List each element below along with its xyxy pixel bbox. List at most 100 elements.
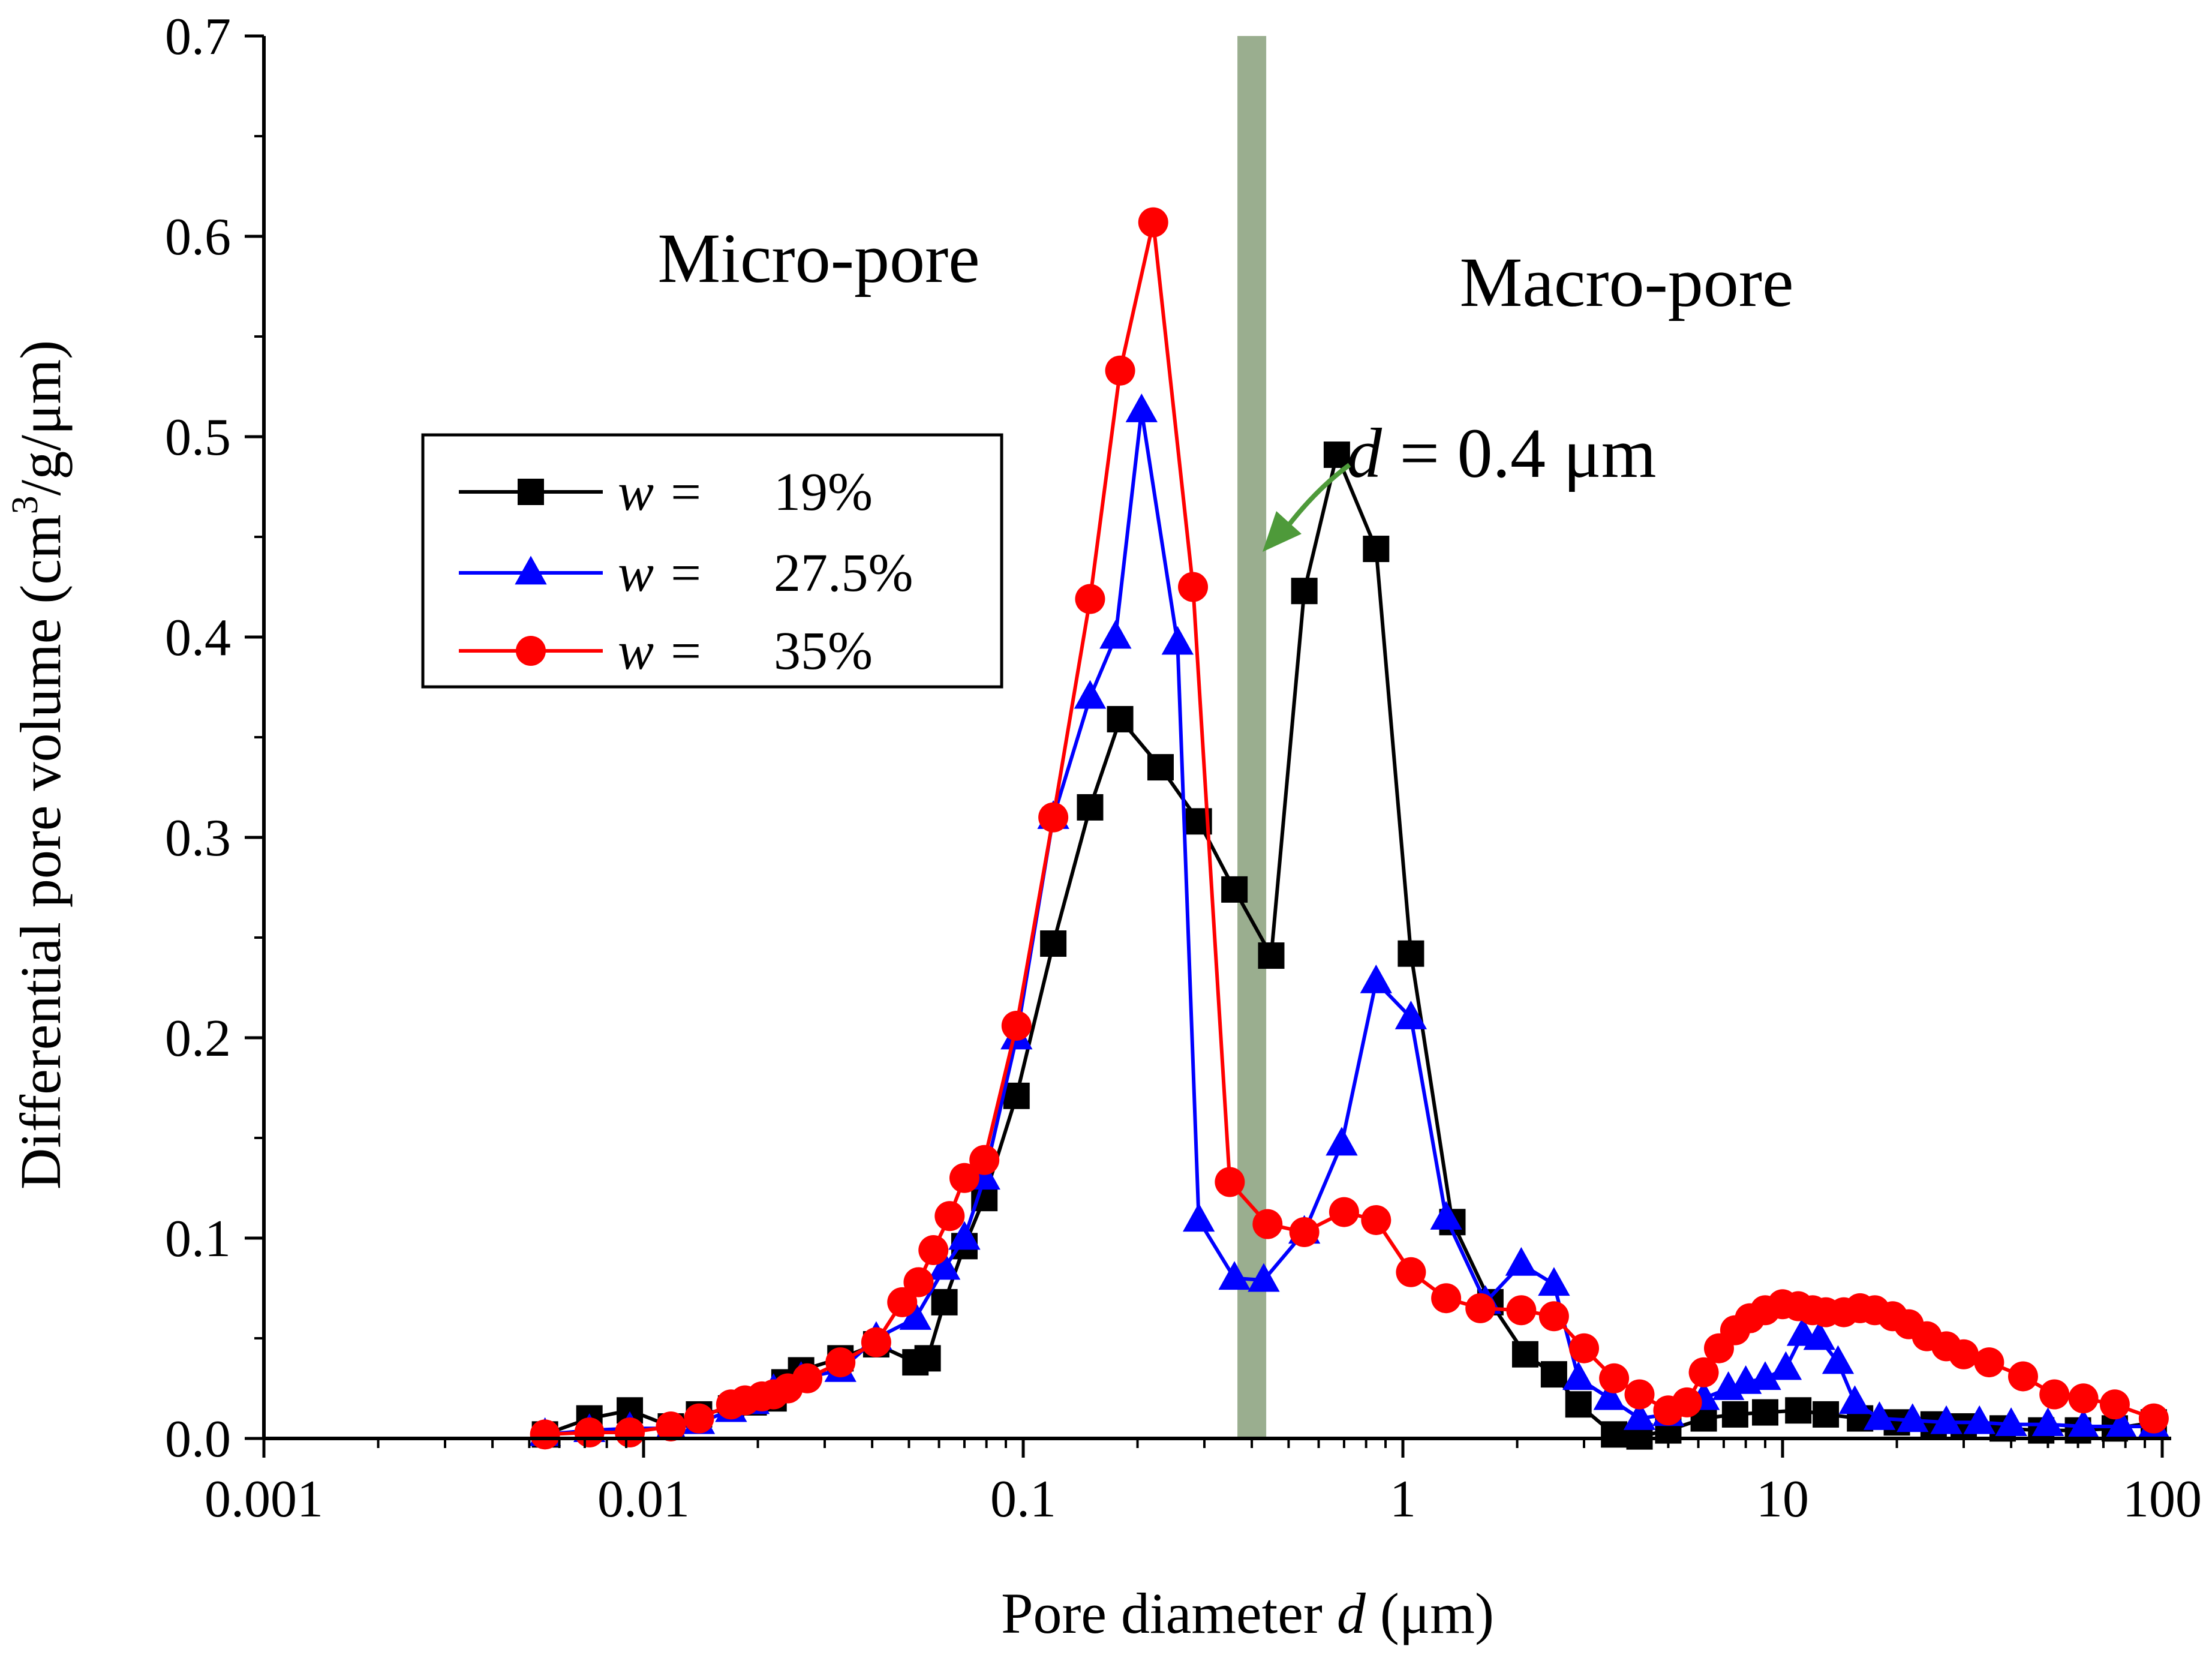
data-point — [1623, 1401, 1656, 1430]
data-point — [1813, 1401, 1840, 1428]
y-tick-label: 0.0 — [165, 1410, 231, 1468]
data-point — [1360, 964, 1393, 993]
x-tick-label: 10 — [1756, 1470, 1809, 1528]
data-point — [1963, 1405, 1995, 1434]
y-tick-label: 0.2 — [165, 1010, 231, 1068]
x-tick-label: 1 — [1390, 1470, 1416, 1528]
data-point — [1995, 1407, 2027, 1436]
y-tick-label: 0.3 — [165, 809, 231, 867]
boundary-value-label: d = 0.4 μm — [1347, 414, 1657, 492]
legend: w = 19% w = 27.5% w = 35% — [421, 433, 1003, 689]
boundary-arrow-head — [1263, 511, 1302, 552]
data-point — [1430, 1201, 1462, 1230]
data-point — [1326, 1127, 1358, 1156]
data-point — [1218, 1261, 1251, 1290]
data-point — [934, 1201, 965, 1232]
data-point — [1540, 1361, 1567, 1388]
data-point — [1505, 1246, 1538, 1276]
legend-prefix: w = — [618, 621, 704, 681]
x-axis-title-suffix: (μm) — [1366, 1581, 1494, 1645]
data-point — [1721, 1401, 1748, 1428]
data-point — [1396, 1257, 1426, 1287]
data-point — [1803, 1321, 1836, 1350]
data-point — [574, 1417, 605, 1447]
data-point — [1105, 355, 1135, 386]
data-point — [1511, 1341, 1538, 1368]
data-point — [1125, 394, 1158, 422]
data-point — [1593, 1381, 1626, 1410]
data-point — [887, 1287, 918, 1317]
data-point — [1930, 1405, 1962, 1434]
data-point — [1215, 1167, 1245, 1197]
data-point — [1363, 536, 1390, 563]
x-tick-label: 100 — [2123, 1470, 2202, 1528]
data-point — [2067, 1409, 2100, 1438]
data-point — [1099, 620, 1132, 649]
macro-pore-label: Macro-pore — [1460, 243, 1794, 322]
data-point — [2031, 1407, 2064, 1436]
data-point — [1394, 1001, 1427, 1029]
data-point — [615, 1417, 645, 1447]
y-tick-label: 0.7 — [165, 8, 231, 66]
x-axis-title-var: d — [1337, 1581, 1366, 1645]
y-tick-label: 0.4 — [165, 609, 231, 667]
legend-label: 35% — [774, 621, 873, 681]
boundary-value-var: d — [1347, 414, 1382, 492]
data-point — [969, 1145, 1000, 1175]
y-tick-label: 0.5 — [165, 409, 231, 467]
data-point — [1822, 1345, 1855, 1374]
data-point — [899, 1301, 931, 1330]
data-point — [948, 1221, 981, 1250]
data-point — [530, 1419, 560, 1450]
data-point — [1075, 584, 1105, 614]
data-point — [1506, 1295, 1537, 1326]
data-point — [903, 1267, 934, 1297]
legend-prefix: w = — [618, 462, 704, 522]
data-point — [1599, 1363, 1630, 1393]
data-point — [1323, 441, 1350, 468]
data-point — [1258, 942, 1285, 969]
data-point — [1329, 1197, 1359, 1227]
data-point — [1562, 1361, 1595, 1390]
y-axis-title-after: /g/μm) — [8, 340, 73, 495]
data-point — [684, 1403, 714, 1434]
data-point — [1538, 1267, 1570, 1296]
data-point — [1949, 1339, 1979, 1369]
data-point — [1465, 1293, 1496, 1323]
axes-layer: 0.001 0.01 0.1 1 10 100 0.0 0.1 0.2 0.3 0.4 0.5 0.6 0… — [165, 8, 2202, 1528]
data-point — [2039, 1379, 2070, 1410]
data-point — [1003, 1082, 1030, 1109]
legend-entry-2: w = 27.5% — [459, 543, 913, 603]
legend-prefix: w = — [618, 543, 704, 603]
data-point — [1361, 1205, 1391, 1235]
data-point — [825, 1347, 856, 1378]
data-point — [931, 1288, 958, 1315]
data-point — [1038, 802, 1069, 833]
data-point — [2099, 1389, 2130, 1420]
legend-label: 27.5% — [774, 543, 913, 603]
data-point — [2138, 1403, 2169, 1434]
data-point — [1974, 1347, 2004, 1378]
data-point — [1178, 572, 1209, 602]
data-point — [1601, 1421, 1628, 1448]
y-tick-label: 0.6 — [165, 208, 231, 266]
data-point — [1252, 1209, 1283, 1239]
data-point — [1569, 1333, 1600, 1363]
legend-label: 19% — [774, 462, 873, 522]
x-axis-title-prefix: Pore diameter — [1001, 1581, 1337, 1645]
data-point — [1749, 1361, 1781, 1390]
annotation-layer: Micro-pore Macro-pore d = 0.4 μm — [657, 219, 1793, 552]
data-point — [1138, 207, 1168, 238]
data-point — [1077, 794, 1104, 821]
data-point — [1838, 1385, 1871, 1414]
data-point — [949, 1163, 979, 1193]
data-point — [861, 1327, 891, 1357]
boundary-arrow-line — [1284, 462, 1351, 530]
boundary-arrow — [1263, 462, 1351, 552]
legend-entries: w = 19% w = 27.5% w = 35% — [459, 462, 913, 681]
boundary-value-text: = 0.4 μm — [1382, 414, 1657, 492]
y-tick-label: 0.1 — [165, 1210, 231, 1268]
